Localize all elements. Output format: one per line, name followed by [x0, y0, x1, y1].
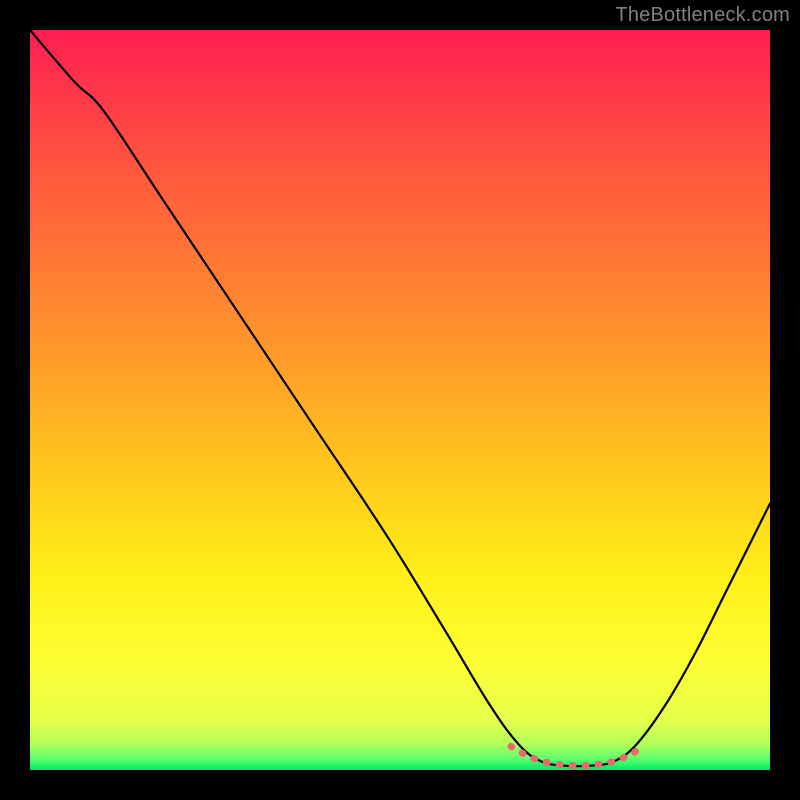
chart-svg	[0, 0, 800, 800]
chart-stage: TheBottleneck.com	[0, 0, 800, 800]
plot-background	[30, 30, 770, 770]
watermark-text: TheBottleneck.com	[615, 4, 790, 27]
